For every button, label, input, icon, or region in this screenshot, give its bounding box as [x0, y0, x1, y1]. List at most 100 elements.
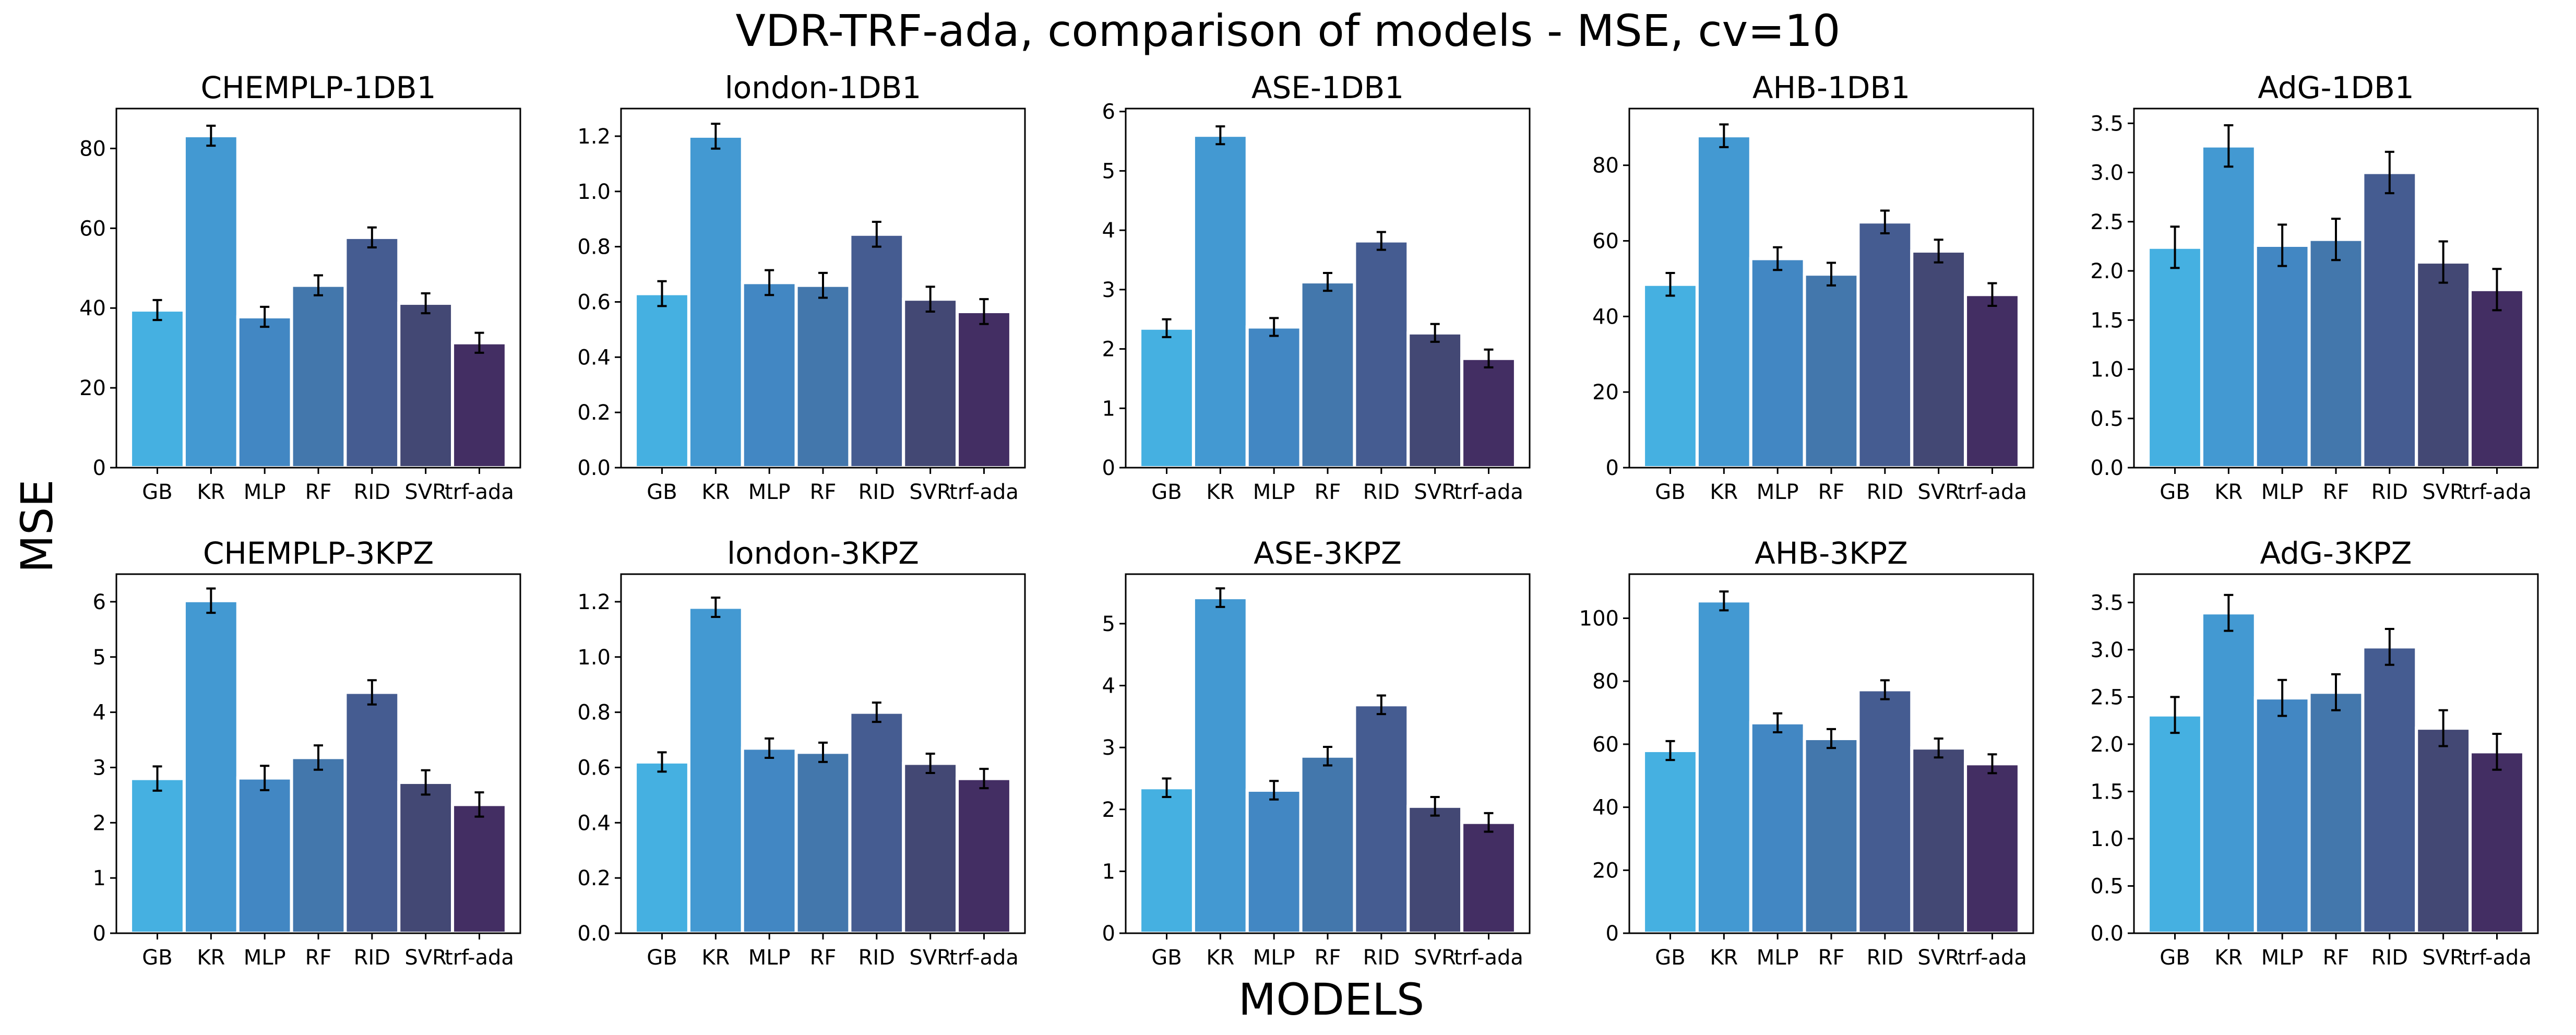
subplot-title: AdG-3KPZ — [2260, 536, 2412, 571]
x-tick-label: SVR — [2422, 946, 2464, 970]
bar — [848, 232, 905, 469]
bar — [741, 746, 798, 935]
x-tick-label: GB — [1151, 480, 1182, 504]
x-tick-label: KR — [701, 480, 730, 504]
x-tick-label: MLP — [1757, 946, 1799, 970]
x-tick-label: KR — [197, 480, 225, 504]
bar — [2200, 144, 2257, 470]
x-tick-label: MLP — [1253, 946, 1295, 970]
x-axis-label: MODELS — [1238, 974, 1424, 1025]
x-tick-label: RID — [858, 480, 895, 504]
bar — [236, 776, 293, 935]
axes-frame — [2133, 573, 2539, 934]
x-tick-label: KR — [1710, 480, 1738, 504]
bar — [2415, 260, 2472, 469]
axes-frame — [620, 108, 1026, 469]
x-tick-label: SVR — [404, 946, 447, 970]
bar — [687, 134, 744, 469]
subplot-title: london-3KPZ — [727, 536, 919, 571]
y-tick-label: 1.2 — [577, 125, 611, 149]
y-tick-label: 1 — [1102, 397, 1115, 421]
bar — [1299, 280, 1356, 469]
bar — [2415, 727, 2472, 935]
y-tick-label: 40 — [1592, 796, 1619, 820]
x-tick-label: trf-ada — [2462, 480, 2532, 504]
y-tick-label: 80 — [1592, 154, 1619, 178]
y-tick-label: 2 — [93, 811, 106, 835]
y-tick-label: 80 — [79, 137, 106, 161]
y-tick-label: 60 — [1592, 229, 1619, 253]
bar — [956, 777, 1012, 935]
x-tick-label: trf-ada — [949, 946, 1019, 970]
figure-title: VDR-TRF-ada, comparison of models - MSE,… — [736, 5, 1841, 56]
y-tick-label: 0.5 — [2090, 407, 2124, 431]
x-tick-label: RF — [305, 480, 332, 504]
y-axis-label: MSE — [11, 480, 63, 573]
bar — [2361, 645, 2418, 935]
bar — [343, 235, 401, 469]
bar — [2468, 288, 2525, 469]
x-tick-label: RF — [1818, 946, 1845, 970]
bar — [1138, 326, 1195, 469]
y-tick-label: 3.0 — [2090, 161, 2124, 185]
y-tick-label: 0 — [1102, 456, 1115, 480]
y-tick-label: 20 — [1592, 859, 1619, 883]
bar — [290, 283, 347, 469]
bar — [1353, 239, 1410, 469]
x-tick-label: RID — [1363, 946, 1400, 970]
bar — [1353, 703, 1410, 935]
y-tick-label: 0.0 — [577, 922, 611, 946]
bar — [1910, 746, 1967, 935]
x-tick-label: SVR — [1917, 480, 1960, 504]
x-tick-label: RF — [2323, 946, 2350, 970]
bar — [956, 310, 1012, 469]
subplot-title: london-1DB1 — [725, 70, 922, 105]
axes-frame — [115, 108, 521, 469]
x-tick-label: RID — [1867, 946, 1903, 970]
bar — [2146, 713, 2203, 935]
x-tick-label: trf-ada — [1454, 480, 1523, 504]
bar — [741, 281, 798, 470]
bar — [2146, 245, 2203, 469]
y-tick-label: 0 — [1102, 922, 1115, 946]
y-tick-label: 4 — [1102, 674, 1115, 698]
bar — [1642, 748, 1699, 935]
subplot-title: CHEMPLP-3KPZ — [203, 536, 434, 571]
y-tick-label: 3.0 — [2090, 638, 2124, 662]
bar — [1460, 820, 1517, 935]
y-tick-label: 1 — [93, 866, 106, 890]
bar — [451, 803, 508, 935]
x-tick-label: RID — [2371, 480, 2408, 504]
bar — [182, 599, 240, 935]
x-tick-label: MLP — [244, 480, 286, 504]
subplot-title: ASE-1DB1 — [1251, 70, 1404, 105]
x-tick-label: RID — [1867, 480, 1903, 504]
y-tick-label: 60 — [79, 217, 106, 241]
y-tick-label: 2.5 — [2090, 210, 2124, 234]
bar — [1406, 331, 1464, 469]
x-tick-label: KR — [701, 946, 730, 970]
x-tick-label: MLP — [748, 946, 791, 970]
axes-frame — [2133, 108, 2539, 469]
bar — [1749, 721, 1806, 935]
subplot-title: CHEMPLP-1DB1 — [201, 70, 436, 105]
y-tick-label: 0.5 — [2090, 874, 2124, 898]
bar — [1642, 282, 1699, 469]
y-tick-label: 1.2 — [577, 590, 611, 614]
y-tick-label: 100 — [1579, 606, 1619, 630]
y-tick-label: 0.4 — [577, 346, 611, 370]
axes-frame — [1125, 108, 1531, 469]
x-tick-label: GB — [142, 946, 172, 970]
y-tick-label: 0.8 — [577, 701, 611, 725]
x-tick-label: SVR — [404, 480, 447, 504]
y-tick-label: 0 — [1606, 456, 1619, 480]
bar — [1191, 134, 1249, 469]
y-tick-label: 5 — [1102, 612, 1115, 636]
bar — [1964, 762, 2021, 935]
x-tick-label: RF — [2323, 480, 2350, 504]
x-tick-label: trf-ada — [2462, 946, 2532, 970]
